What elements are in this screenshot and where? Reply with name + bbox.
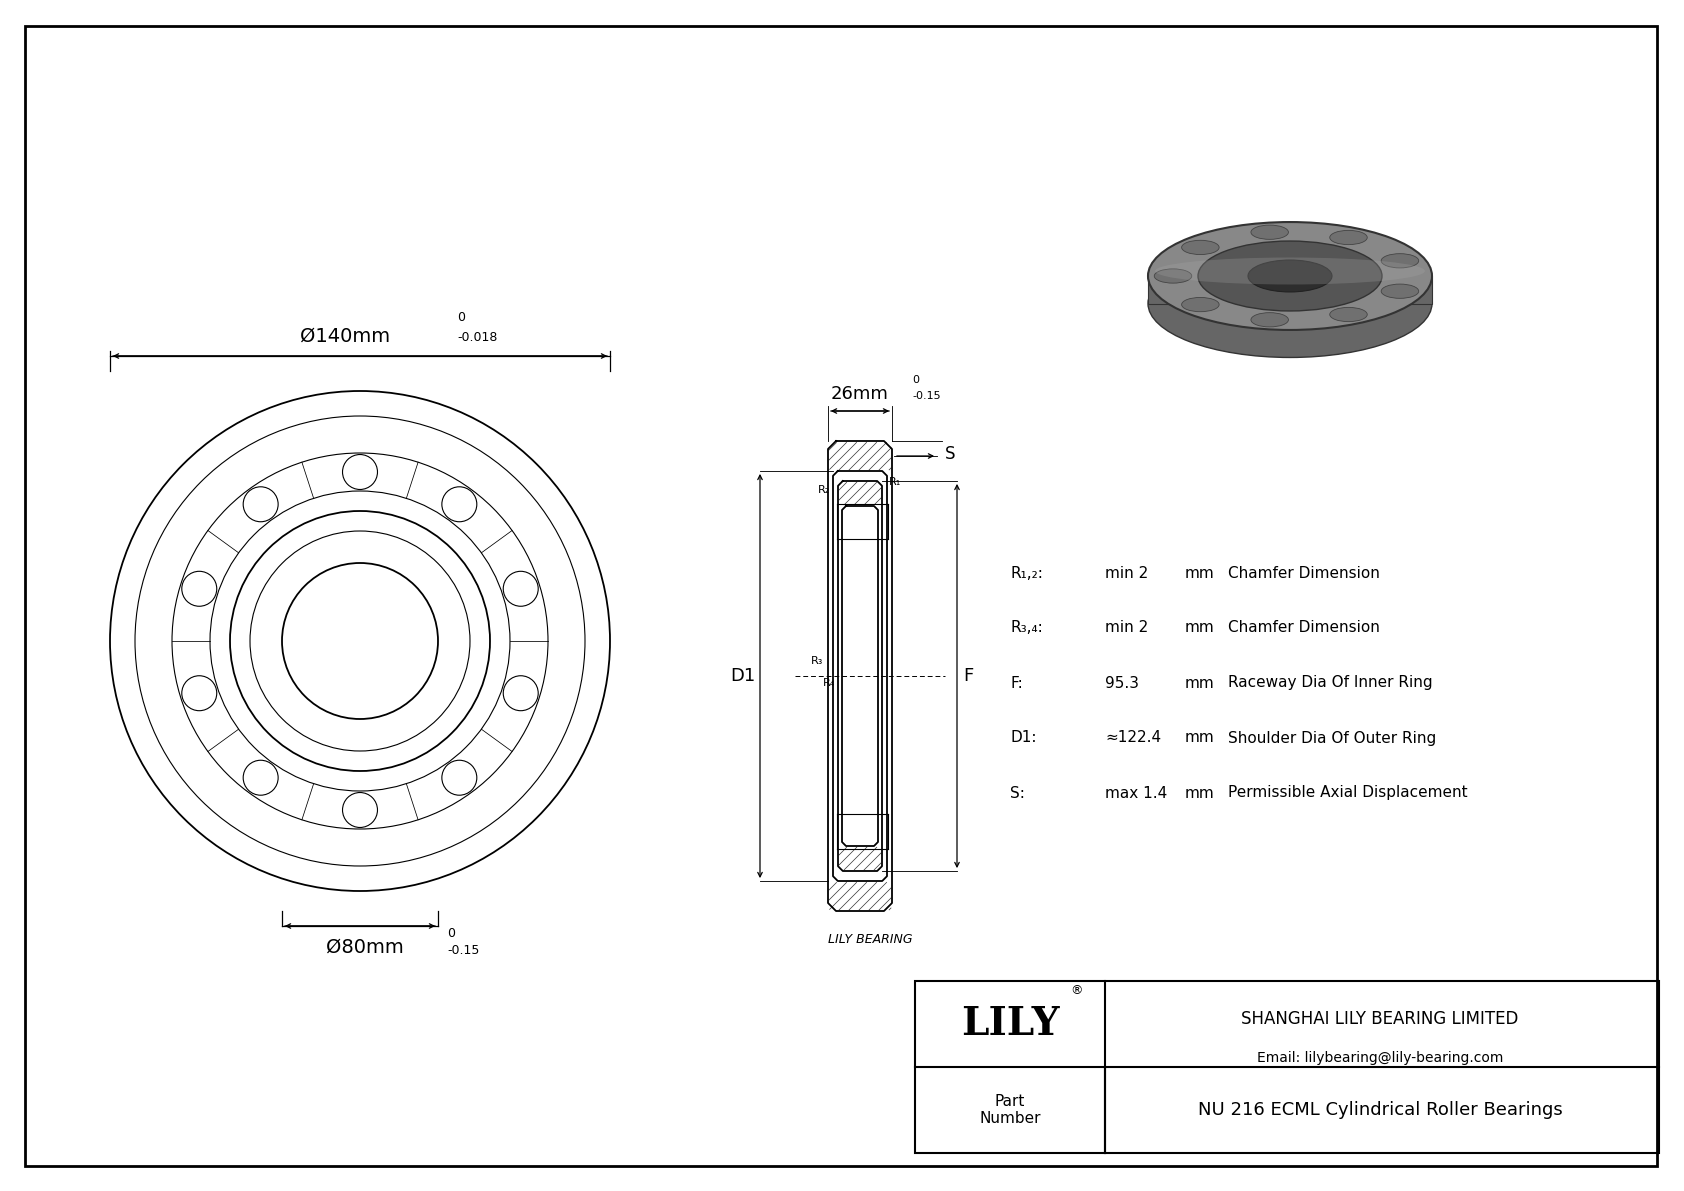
Text: R₃: R₃ (810, 656, 823, 666)
Text: Chamfer Dimension: Chamfer Dimension (1228, 566, 1379, 580)
Bar (914, 981, 1659, 1153)
Text: R₁,₂:: R₁,₂: (1010, 566, 1042, 580)
Ellipse shape (1381, 254, 1418, 268)
Text: LILY: LILY (962, 1005, 1059, 1043)
Text: ≈122.4: ≈122.4 (1105, 730, 1162, 746)
Text: -0.15: -0.15 (913, 391, 941, 401)
Ellipse shape (1248, 260, 1332, 292)
Text: 0: 0 (913, 375, 919, 385)
Polygon shape (1148, 276, 1197, 304)
Text: R₃,₄:: R₃,₄: (1010, 621, 1042, 636)
Text: R₂: R₂ (818, 485, 830, 495)
Text: 26mm: 26mm (832, 385, 889, 403)
Text: R₁: R₁ (889, 478, 901, 487)
Text: Permissible Axial Displacement: Permissible Axial Displacement (1228, 786, 1468, 800)
Text: -0.018: -0.018 (456, 331, 497, 344)
Ellipse shape (1148, 250, 1431, 357)
Text: mm: mm (1186, 621, 1214, 636)
Text: Ø140mm: Ø140mm (300, 328, 391, 347)
Text: F:: F: (1010, 675, 1022, 691)
Polygon shape (1248, 276, 1332, 304)
Text: 95.3: 95.3 (1105, 675, 1138, 691)
Ellipse shape (1248, 287, 1332, 319)
Text: ®: ® (1071, 985, 1083, 998)
Text: Ø80mm: Ø80mm (327, 939, 404, 958)
Text: Shoulder Dia Of Outer Ring: Shoulder Dia Of Outer Ring (1228, 730, 1436, 746)
Text: Part
Number: Part Number (980, 1093, 1041, 1127)
Ellipse shape (1330, 307, 1367, 322)
Text: 0: 0 (446, 927, 455, 940)
Text: min 2: min 2 (1105, 621, 1148, 636)
Ellipse shape (1330, 230, 1367, 244)
Ellipse shape (1251, 313, 1288, 326)
Ellipse shape (1182, 241, 1219, 255)
Text: Chamfer Dimension: Chamfer Dimension (1228, 621, 1379, 636)
Text: mm: mm (1186, 786, 1214, 800)
Text: max 1.4: max 1.4 (1105, 786, 1167, 800)
Text: D1:: D1: (1010, 730, 1036, 746)
Text: 0: 0 (456, 311, 465, 324)
Text: S: S (945, 445, 955, 463)
Text: mm: mm (1186, 730, 1214, 746)
Text: mm: mm (1186, 675, 1214, 691)
Text: Email: lilybearing@lily-bearing.com: Email: lilybearing@lily-bearing.com (1256, 1052, 1504, 1066)
Text: SHANGHAI LILY BEARING LIMITED: SHANGHAI LILY BEARING LIMITED (1241, 1010, 1519, 1028)
Text: mm: mm (1186, 566, 1214, 580)
Text: F: F (963, 667, 973, 685)
Text: R₄: R₄ (823, 678, 835, 688)
Text: D1: D1 (729, 667, 754, 685)
Text: LILY BEARING: LILY BEARING (829, 933, 913, 946)
Ellipse shape (1197, 241, 1383, 311)
Text: NU 216 ECML Cylindrical Roller Bearings: NU 216 ECML Cylindrical Roller Bearings (1197, 1100, 1563, 1120)
Text: min 2: min 2 (1105, 566, 1148, 580)
Text: S:: S: (1010, 786, 1026, 800)
Ellipse shape (1148, 222, 1431, 330)
Ellipse shape (1381, 285, 1418, 298)
Polygon shape (1383, 276, 1431, 304)
Ellipse shape (1155, 257, 1425, 285)
Text: -0.15: -0.15 (446, 944, 480, 958)
Text: Raceway Dia Of Inner Ring: Raceway Dia Of Inner Ring (1228, 675, 1433, 691)
Ellipse shape (1182, 298, 1219, 312)
Ellipse shape (1154, 269, 1192, 283)
Ellipse shape (1251, 225, 1288, 239)
